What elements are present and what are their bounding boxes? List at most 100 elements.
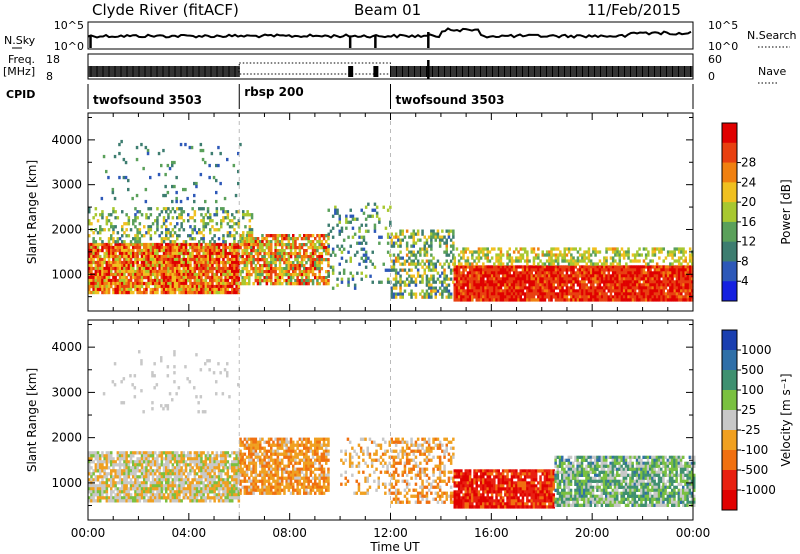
heatmap-cell — [567, 280, 571, 284]
heatmap-cell — [129, 257, 133, 262]
heatmap-cell — [147, 454, 150, 458]
heatmap-cell — [182, 290, 186, 295]
heatmap-cell — [96, 466, 100, 470]
heatmap-cell — [226, 157, 229, 162]
heatmap-cell — [143, 487, 146, 491]
heatmap-cell — [200, 272, 203, 277]
heatmap-cell — [151, 251, 155, 256]
heatmap-cell — [570, 265, 573, 269]
heatmap-cell — [345, 214, 348, 218]
heatmap-cell — [482, 277, 485, 281]
heatmap-cell — [285, 243, 288, 247]
y-tick-label: 2000 — [51, 222, 82, 236]
heatmap-cell — [200, 207, 203, 211]
heatmap-cell — [482, 271, 485, 275]
heatmap-cell — [138, 496, 142, 500]
heatmap-cell — [600, 289, 604, 293]
heatmap-cell — [552, 247, 555, 251]
heatmap-cell — [182, 228, 186, 232]
heatmap-cell — [182, 496, 186, 500]
heatmap-cell — [237, 260, 241, 265]
heatmap-cell — [169, 210, 172, 214]
heatmap-cell — [427, 235, 431, 239]
heatmap-cell — [314, 249, 317, 253]
heatmap-cell — [206, 290, 210, 295]
heatmap-cell — [101, 469, 104, 473]
heatmap-cell — [92, 469, 95, 473]
heatmap-cell — [132, 260, 135, 265]
heatmap-cell — [583, 280, 586, 284]
heatmap-cell — [574, 262, 577, 266]
heatmap-cell — [173, 478, 177, 482]
heatmap-cell — [618, 256, 621, 260]
heatmap-cell — [261, 270, 264, 274]
heatmap-cell — [495, 295, 498, 299]
heatmap-cell — [241, 237, 244, 241]
heatmap-cell — [254, 237, 258, 241]
heatmap-cell — [228, 272, 232, 277]
heatmap-cell — [504, 283, 507, 287]
heatmap-cell — [204, 263, 208, 268]
heatmap-cell — [666, 277, 670, 281]
heatmap-cell — [193, 213, 197, 217]
heatmap-cell — [233, 257, 236, 262]
heatmap-cell — [468, 280, 472, 284]
heatmap-cell — [375, 214, 379, 218]
heatmap-cell — [101, 478, 104, 482]
heatmap-cell — [618, 250, 621, 254]
heatmap-cell — [198, 484, 201, 488]
heatmap-cell — [171, 248, 175, 253]
nsky-trace — [87, 27, 692, 39]
heatmap-cell — [554, 253, 558, 257]
heatmap-cell — [160, 225, 164, 229]
heatmap-cell — [195, 460, 199, 464]
heatmap-cell — [171, 481, 175, 485]
heatmap-cell — [171, 451, 175, 455]
heatmap-cell — [622, 286, 626, 290]
heatmap-cell — [228, 284, 232, 289]
heatmap-cell — [647, 253, 650, 257]
heatmap-cell — [180, 460, 183, 464]
heatmap-cell — [184, 257, 188, 262]
heatmap-cell — [123, 245, 126, 250]
heatmap-cell — [121, 275, 124, 280]
heatmap-cell — [209, 287, 212, 292]
heatmap-cell — [145, 257, 148, 262]
heatmap-cell — [311, 264, 315, 268]
heatmap-cell — [526, 292, 529, 296]
heatmap-cell — [281, 234, 284, 238]
heatmap-cell — [162, 451, 166, 455]
heatmap-cell — [438, 235, 442, 239]
heatmap-cell — [294, 267, 297, 271]
heatmap-cell — [311, 234, 315, 238]
heatmap-cell — [217, 266, 221, 271]
heatmap-cell — [200, 281, 203, 286]
heatmap-cell — [585, 268, 588, 272]
heatmap-cell — [99, 260, 102, 265]
heatmap-cell — [213, 287, 216, 292]
heatmap-cell — [305, 252, 308, 256]
heatmap-cell — [151, 287, 155, 292]
heatmap-cell — [508, 253, 511, 257]
heatmap-cell — [138, 269, 142, 274]
heatmap-cell — [202, 266, 205, 271]
heatmap-cell — [256, 258, 260, 262]
heatmap-cell — [510, 289, 514, 293]
heatmap-cell — [445, 244, 448, 248]
heatmap-cell — [539, 268, 542, 272]
heatmap-cell — [127, 266, 131, 271]
heatmap-cell — [233, 242, 236, 247]
heatmap-cell — [180, 484, 183, 488]
heatmap-cell — [532, 286, 536, 290]
heatmap-cell — [123, 454, 126, 458]
heatmap-cell — [107, 266, 111, 271]
heatmap-cell — [592, 295, 595, 299]
heatmap-cell — [217, 248, 221, 253]
heatmap-cell — [447, 265, 451, 269]
heatmap-cell — [145, 242, 148, 247]
heatmap-cell — [250, 258, 253, 262]
heatmap-cell — [662, 283, 665, 287]
heatmap-cell — [140, 466, 144, 470]
heatmap-cell — [132, 460, 135, 464]
heatmap-cell — [596, 289, 599, 293]
